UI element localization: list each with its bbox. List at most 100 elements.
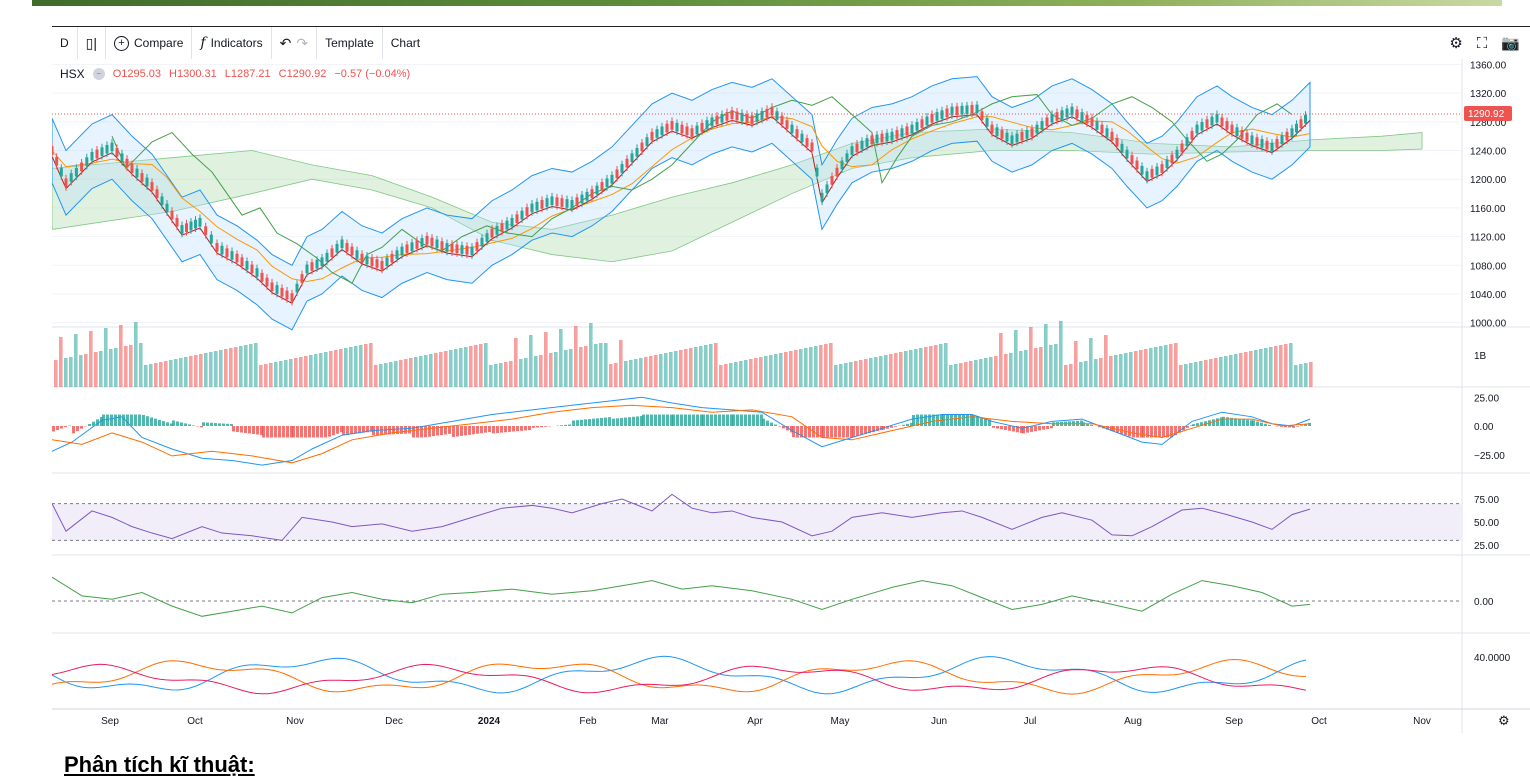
histogram-bar	[970, 414, 973, 426]
volume-bar	[479, 344, 483, 387]
candle-body	[204, 226, 208, 235]
volume-bar	[364, 344, 368, 387]
histogram-bar	[524, 426, 527, 431]
candle-body	[575, 197, 579, 206]
signal-line	[52, 404, 1311, 464]
candle-body	[875, 134, 879, 144]
candle-body	[1270, 142, 1274, 152]
candle-body	[1055, 112, 1059, 121]
redo-icon[interactable]: ↷	[296, 34, 309, 51]
symbol-label[interactable]: HSX	[60, 67, 85, 81]
candle-body	[1295, 123, 1298, 133]
axis-settings-gear-icon[interactable]: ⚙	[1498, 714, 1510, 729]
histogram-bar	[1034, 426, 1037, 432]
candle-body	[85, 157, 89, 166]
histogram-bar	[180, 422, 183, 426]
candle-body	[730, 110, 734, 119]
histogram-bar	[452, 426, 455, 438]
candle-body	[125, 158, 129, 168]
histogram-bar	[106, 414, 109, 426]
camera-icon[interactable]: 📷	[1501, 35, 1520, 52]
candle-body	[1160, 164, 1164, 173]
rsi-line	[52, 493, 1311, 541]
histogram-bar	[362, 426, 365, 433]
visibility-toggle-icon[interactable]: −	[92, 68, 105, 80]
volume-bar	[934, 345, 938, 387]
candle-body	[215, 243, 219, 252]
template-button[interactable]: Template	[317, 27, 383, 59]
histogram-bar	[1204, 421, 1207, 426]
histogram-bar	[894, 426, 897, 427]
volume-bar	[1304, 363, 1308, 387]
histogram-bar	[1022, 426, 1025, 434]
volume-bar	[1309, 362, 1313, 387]
candle-body	[1085, 114, 1089, 124]
settings-gear-icon[interactable]: ⚙	[1449, 35, 1463, 52]
time-axis-label: Feb	[579, 716, 597, 727]
candle-body	[955, 106, 959, 115]
open-value: O1295.03	[112, 68, 162, 80]
chart-widget[interactable]: D ▯| + Compare f Indicators ↶ ↷ Template…	[52, 26, 1530, 733]
candle-body	[240, 257, 244, 267]
compare-button[interactable]: + Compare	[106, 27, 193, 59]
volume-bar	[329, 351, 333, 387]
volume-bar	[754, 358, 758, 387]
histogram-bar	[886, 426, 889, 429]
candle-body	[1240, 130, 1244, 139]
chart-type-button[interactable]: ▯|	[78, 27, 107, 59]
close-value: C1290.92	[278, 68, 327, 80]
histogram-bar	[358, 426, 361, 434]
candle-body	[745, 114, 749, 123]
histogram-bar	[588, 419, 591, 426]
volume-bar	[844, 363, 848, 387]
volume-bar	[584, 346, 588, 387]
histogram-bar	[236, 426, 239, 433]
volume-bar	[749, 359, 753, 387]
chart-canvas[interactable]: 1360.00 1320.00 1280.00 1240.00 1200.00 1160.…	[52, 27, 1530, 733]
histogram-bar	[984, 418, 987, 426]
histogram-bar	[876, 426, 879, 432]
histogram-bar	[1190, 425, 1193, 426]
candle-body	[255, 268, 259, 277]
histogram-bar	[744, 414, 747, 426]
indicators-button[interactable]: f Indicators	[192, 27, 272, 59]
histogram-bar	[346, 426, 349, 435]
histogram-bar	[270, 426, 273, 438]
histogram-bar	[350, 426, 353, 435]
histogram-bar	[1020, 426, 1023, 433]
candle-body	[685, 126, 689, 136]
histogram-bar	[760, 414, 763, 426]
candle-body	[1190, 130, 1194, 140]
compare-label: Compare	[134, 36, 184, 50]
histogram-bar	[512, 426, 515, 432]
histogram-bar	[766, 420, 769, 426]
fullscreen-icon[interactable]: ⛶	[1476, 34, 1488, 52]
histogram-bar	[770, 422, 773, 426]
volume-bar	[139, 343, 143, 387]
histogram-bar	[88, 424, 91, 426]
volume-bar	[1259, 349, 1263, 387]
histogram-bar	[718, 414, 721, 426]
volume-bar	[654, 355, 658, 387]
histogram-bar	[226, 423, 229, 426]
volume-bar	[244, 345, 248, 387]
volume-bar	[89, 331, 93, 387]
histogram-bar	[1016, 426, 1019, 433]
volume-bar	[544, 332, 548, 387]
candle-body	[285, 290, 289, 300]
interval-button[interactable]: D	[52, 27, 78, 59]
chart-button[interactable]: Chart	[383, 27, 428, 59]
undo-icon[interactable]: ↶	[279, 34, 292, 51]
candle-body	[1250, 135, 1254, 145]
candle-body	[400, 246, 404, 256]
time-axis-label: Nov	[1413, 716, 1431, 727]
histogram-bar	[1250, 420, 1253, 426]
histogram-bar	[210, 422, 213, 426]
volume-bar	[434, 353, 438, 387]
histogram-bar	[206, 422, 209, 426]
last-price-label: 1290.92	[1468, 109, 1505, 120]
candle-body	[635, 148, 639, 157]
volume-bar	[74, 334, 78, 387]
volume-bar	[189, 356, 193, 387]
volume-bar	[709, 344, 713, 387]
